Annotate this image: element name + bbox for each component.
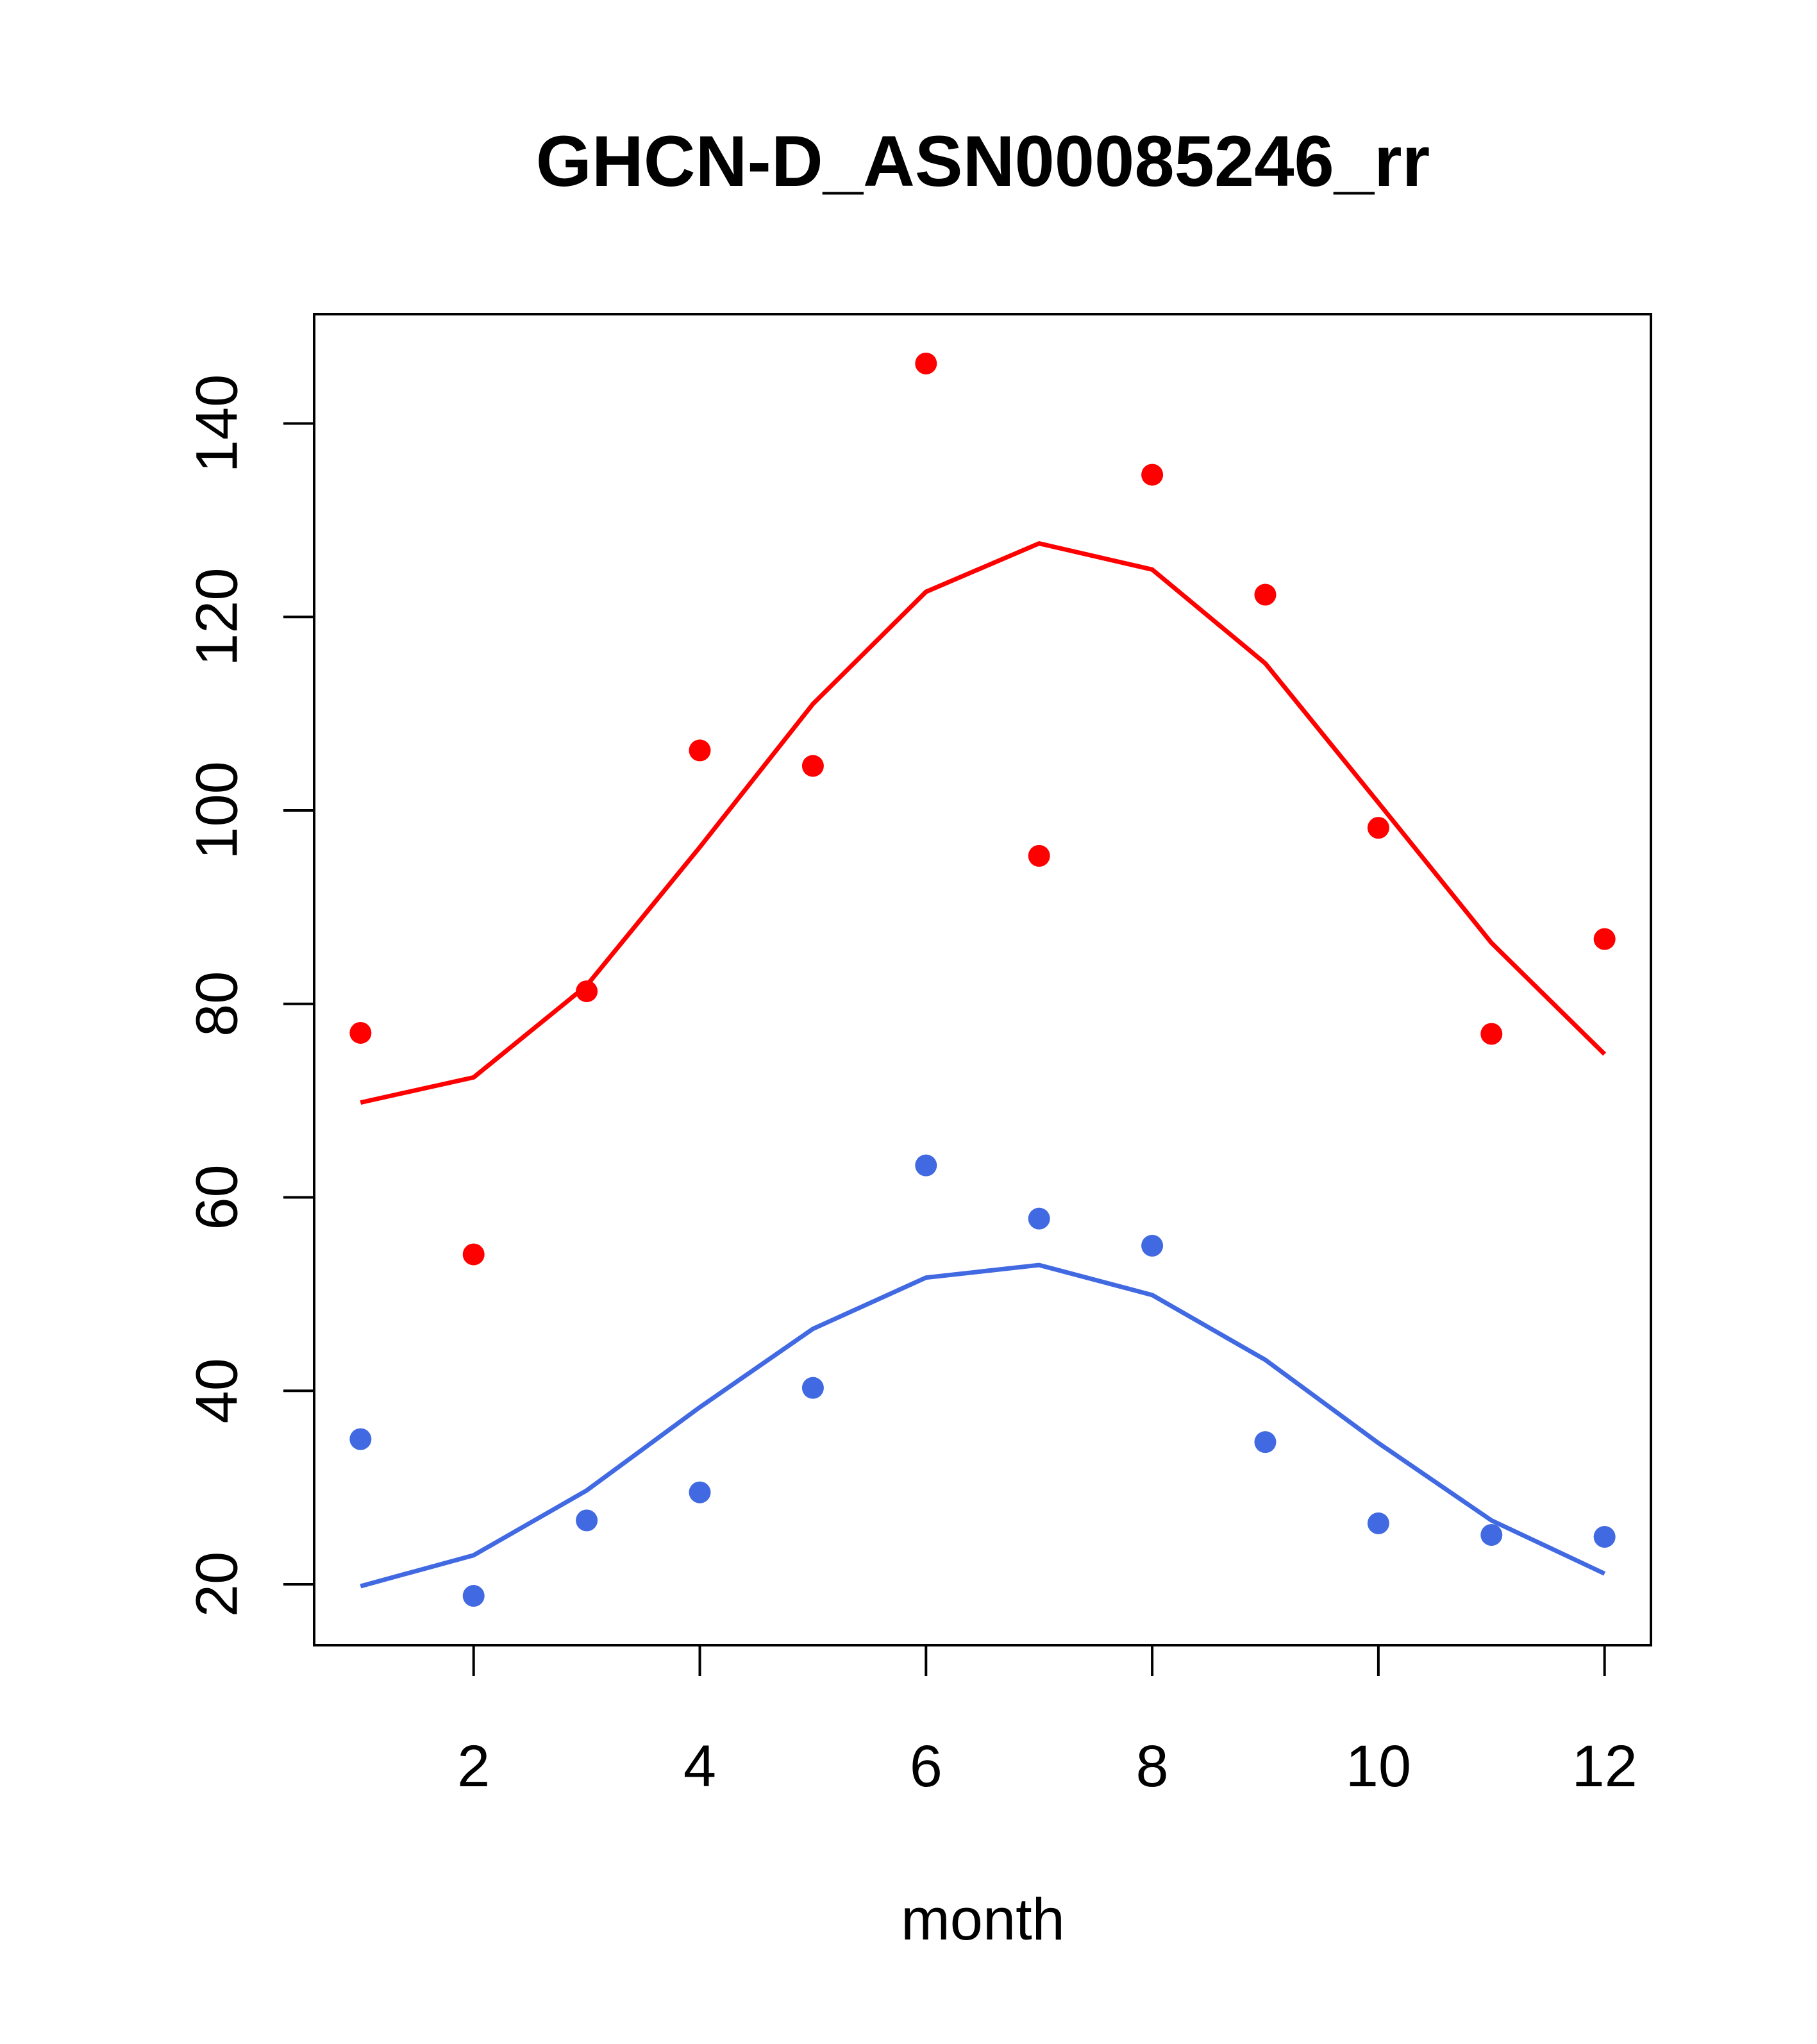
x-tick-label: 4	[683, 1734, 716, 1799]
red-fit-line	[360, 541, 1607, 1105]
y-tick-label: 120	[184, 567, 249, 666]
blue-point	[1028, 1207, 1050, 1230]
red-point	[915, 352, 937, 374]
red-point	[462, 1243, 485, 1266]
red-point	[1593, 928, 1616, 950]
x-tick-label: 2	[457, 1734, 490, 1799]
chart-title: GHCN-D_ASN00085246_rr	[536, 121, 1430, 201]
blue-point	[915, 1154, 937, 1177]
red-point	[349, 1021, 372, 1044]
y-axis: 20 40 60 80 100 120 140	[184, 374, 315, 1617]
x-tick-label: 6	[910, 1734, 942, 1799]
red-point	[576, 980, 598, 1003]
red-point	[801, 755, 824, 777]
blue-fit-line	[360, 1262, 1606, 1589]
red-point	[1141, 464, 1164, 486]
red-point	[1367, 817, 1389, 839]
red-point	[1480, 1023, 1503, 1045]
blue-point	[462, 1585, 485, 1607]
blue-point	[1480, 1524, 1503, 1546]
plot-area	[313, 313, 1652, 1646]
blue-point	[801, 1377, 824, 1399]
blue-point	[1593, 1526, 1616, 1548]
series-layer	[349, 352, 1616, 1607]
blue-point	[349, 1428, 372, 1450]
blue-point	[576, 1509, 598, 1532]
y-tick-label: 80	[184, 971, 249, 1037]
x-tick-label: 8	[1136, 1734, 1169, 1799]
blue-point	[689, 1481, 711, 1504]
y-tick-label: 20	[184, 1552, 249, 1617]
y-tick-label: 100	[184, 761, 249, 860]
blue-point	[1141, 1234, 1164, 1257]
red-point	[1028, 844, 1050, 867]
y-tick-label: 60	[184, 1164, 249, 1230]
blue-point	[1254, 1431, 1277, 1453]
y-tick-label: 140	[184, 374, 249, 473]
red-point	[1254, 583, 1277, 606]
red-point	[689, 739, 711, 762]
y-tick-label: 40	[184, 1358, 249, 1423]
blue-point	[1367, 1512, 1389, 1534]
x-tick-label: 12	[1572, 1734, 1637, 1799]
x-axis: 2 4 6 8 10 12	[457, 1644, 1637, 1799]
x-tick-label: 10	[1346, 1734, 1411, 1799]
x-axis-label: month	[901, 1887, 1065, 1952]
